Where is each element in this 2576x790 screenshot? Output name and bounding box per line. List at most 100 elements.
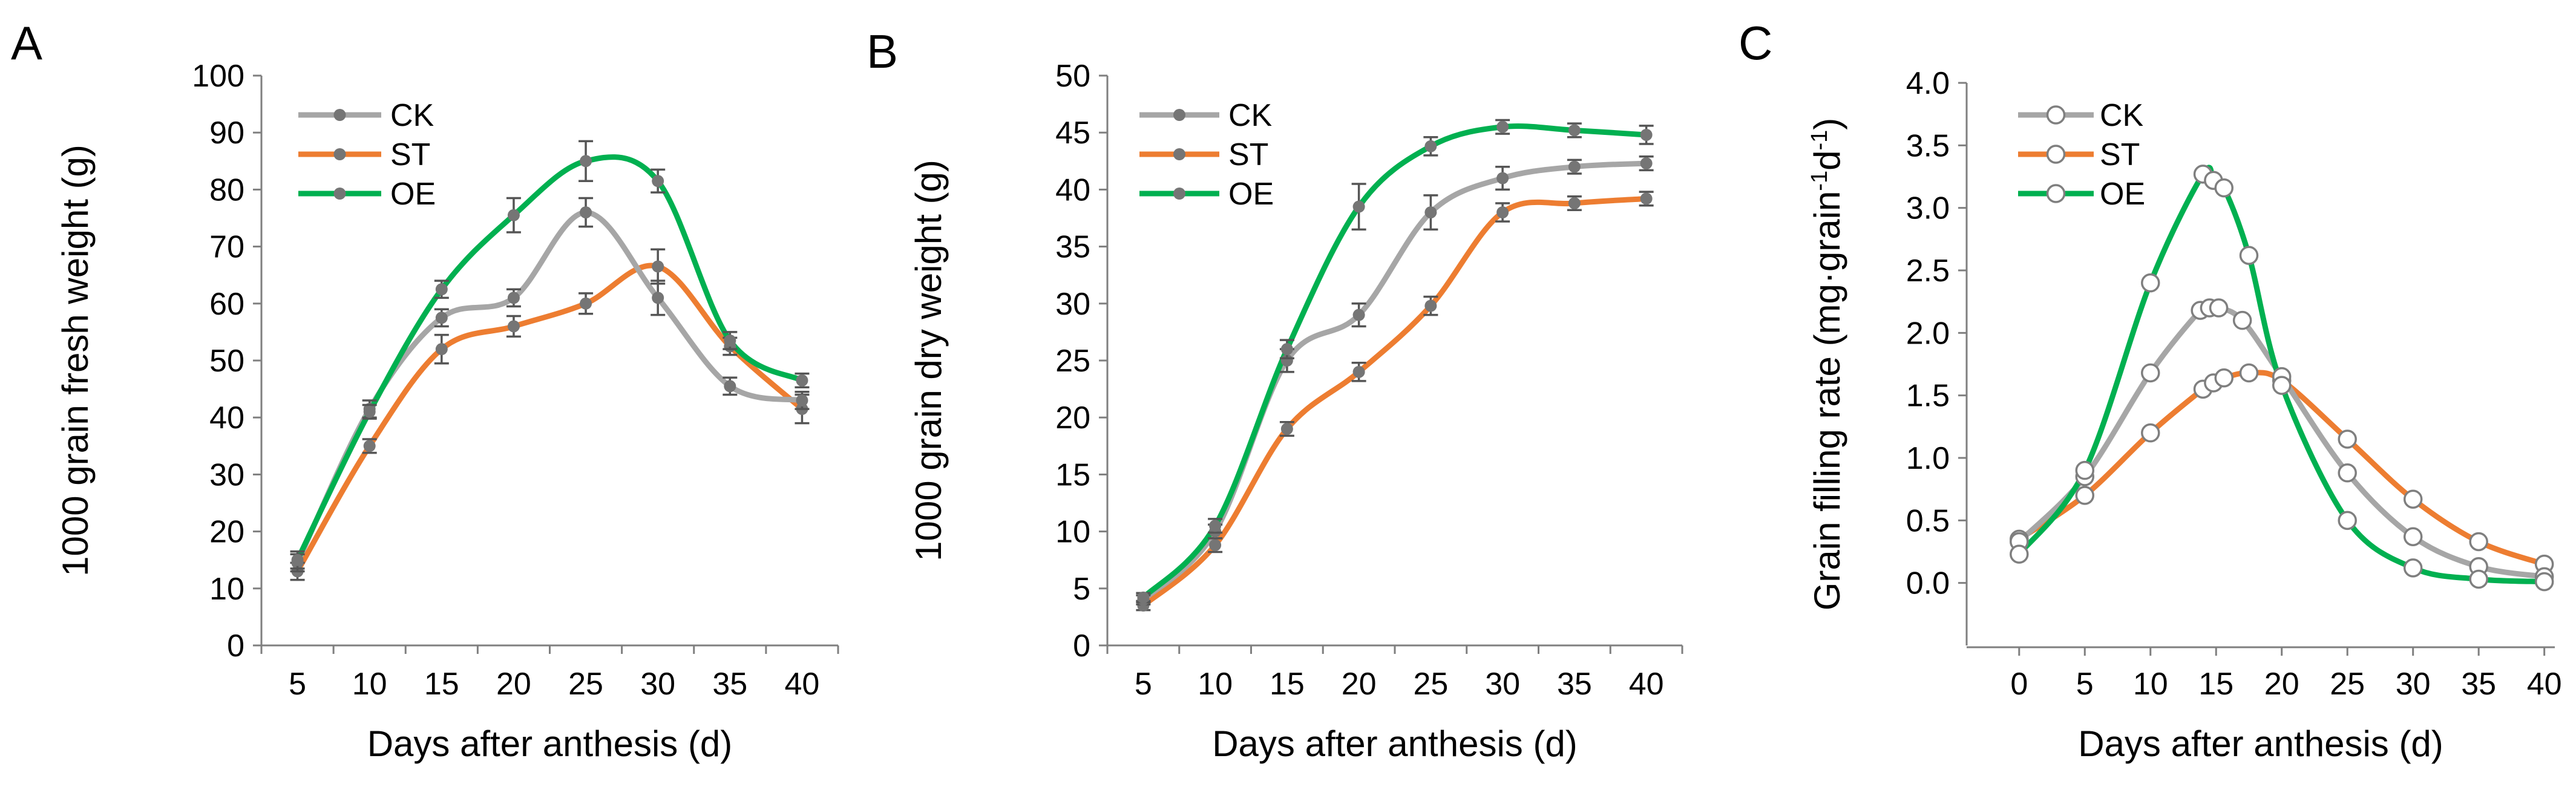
data-point-ck — [652, 292, 664, 304]
x-tick-label: 10 — [1198, 667, 1233, 702]
x-tick-label: 40 — [1629, 667, 1664, 702]
x-tick-label: 10 — [352, 667, 387, 702]
data-point-st — [2469, 532, 2488, 552]
y-tick-label: 10 — [209, 572, 244, 607]
x-tick-label: 30 — [2396, 667, 2431, 702]
data-point-oe — [1352, 200, 1365, 213]
data-point-ck — [1496, 172, 1509, 184]
y-axis-title-part: ) — [1807, 118, 1847, 130]
data-point-ck — [2338, 463, 2357, 483]
y-tick-label: 20 — [1055, 400, 1090, 436]
y-tick-label: 0 — [227, 628, 244, 664]
x-tick-label: 20 — [496, 667, 531, 702]
x-tick-label: 10 — [2133, 667, 2168, 702]
legend-marker-ck — [1173, 109, 1185, 121]
legend-marker-oe — [2046, 184, 2066, 203]
data-point-ck — [724, 380, 736, 393]
y-tick-label: 5 — [1073, 572, 1090, 607]
x-tick-label: 35 — [1557, 667, 1592, 702]
data-point-ck — [1352, 308, 1365, 321]
data-point-oe — [1568, 124, 1581, 137]
legend-label-oe: OE — [390, 177, 436, 212]
data-point-ck — [507, 292, 520, 304]
y-axis-title: 1000 grain fresh weight (g) — [55, 145, 96, 576]
x-tick-label: 15 — [1270, 667, 1305, 702]
legend-marker-oe — [1173, 188, 1185, 200]
data-point-st — [1209, 539, 1222, 552]
panel-a: A 0 10 20 30 40 50 60 70 80 90 100 5 10 15 20 25 30 35 40 D… — [11, 16, 839, 764]
data-point-oe — [2075, 460, 2095, 480]
y-tick-label: 30 — [1055, 287, 1090, 322]
data-point-oe — [2403, 558, 2423, 578]
panel-b: B 0 5 10 15 20 25 30 35 40 45 50 5 10 15 20 25 30 35 40 Day… — [867, 25, 1683, 764]
y-tick-label: 35 — [1055, 230, 1090, 265]
series-line-st — [2016, 370, 2548, 567]
y-tick-label: 2.5 — [1906, 253, 1950, 289]
series-line-st — [1140, 195, 1650, 609]
legend-label-st: ST — [390, 137, 430, 172]
data-point-oe — [291, 553, 304, 566]
legend-label-ck: CK — [2100, 98, 2144, 133]
data-point-oe — [435, 283, 448, 296]
legend-label-st: ST — [1228, 137, 1268, 172]
y-axis-title: Grain filling rate (mg·grain-1d-1) — [1807, 118, 1847, 611]
y-tick-label: 90 — [209, 116, 244, 151]
x-axis-title: Days after anthesis (d) — [1212, 723, 1578, 764]
x-tick-label: 0 — [2010, 667, 2028, 702]
y-tick-label: 0 — [1073, 628, 1090, 664]
x-tick-label: 15 — [424, 667, 459, 702]
y-axis-title: 1000 grain dry weight (g) — [908, 160, 949, 561]
y-tick-label: 3.5 — [1906, 128, 1950, 163]
series-line-oe — [295, 154, 805, 563]
data-point-oe — [2338, 511, 2357, 530]
data-point-oe — [2469, 569, 2488, 589]
y-tick-label: 60 — [209, 287, 244, 322]
data-point-oe — [652, 175, 664, 188]
data-point-st — [2239, 363, 2259, 383]
legend-label-ck: CK — [390, 98, 434, 133]
legend-label-ck: CK — [1228, 98, 1273, 133]
panel-letter-b: B — [867, 25, 898, 78]
y-tick-label: 3.0 — [1906, 191, 1950, 226]
y-tick-label: 70 — [209, 230, 244, 265]
data-point-oe — [2214, 178, 2234, 198]
y-axis-title-part: Grain filling rate (mg·grain — [1807, 191, 1847, 611]
data-point-oe — [2239, 246, 2259, 265]
data-point-st — [580, 297, 592, 310]
y-axis-title-superscript: -1 — [1807, 171, 1832, 191]
panel-letter-a: A — [11, 16, 42, 70]
panel-letter-c: C — [1739, 16, 1772, 70]
data-point-st — [2075, 486, 2095, 505]
data-point-oe — [1424, 140, 1437, 152]
data-point-oe — [580, 155, 592, 168]
x-tick-label: 5 — [2076, 667, 2094, 702]
y-tick-label: 45 — [1055, 116, 1090, 151]
data-point-ck — [1424, 206, 1437, 219]
y-tick-label: 15 — [1055, 457, 1090, 492]
y-tick-label: 1.0 — [1906, 441, 1950, 476]
y-axis-title-part: d — [1807, 151, 1847, 171]
legend-marker-oe — [333, 188, 346, 200]
legend-marker-st — [1173, 148, 1185, 160]
data-point-oe — [1496, 120, 1509, 133]
x-tick-label: 25 — [568, 667, 603, 702]
data-point-ck — [435, 312, 448, 324]
data-point-st — [2214, 368, 2234, 388]
data-point-st — [1568, 197, 1581, 210]
data-point-oe — [796, 374, 808, 387]
data-point-st — [1496, 206, 1509, 219]
y-tick-label: 2.0 — [1906, 316, 1950, 351]
data-point-ck — [580, 206, 592, 219]
y-tick-label: 50 — [209, 344, 244, 379]
data-point-ck — [1568, 160, 1581, 173]
legend-marker-st — [2046, 145, 2066, 164]
data-point-oe — [363, 405, 376, 418]
x-tick-label: 5 — [289, 667, 306, 702]
data-point-st — [1280, 423, 1293, 436]
data-point-st — [2403, 489, 2423, 509]
data-point-st — [1352, 365, 1365, 378]
data-point-ck — [2232, 310, 2252, 330]
x-axis-title: Days after anthesis (d) — [367, 723, 733, 764]
x-tick-label: 30 — [1485, 667, 1520, 702]
